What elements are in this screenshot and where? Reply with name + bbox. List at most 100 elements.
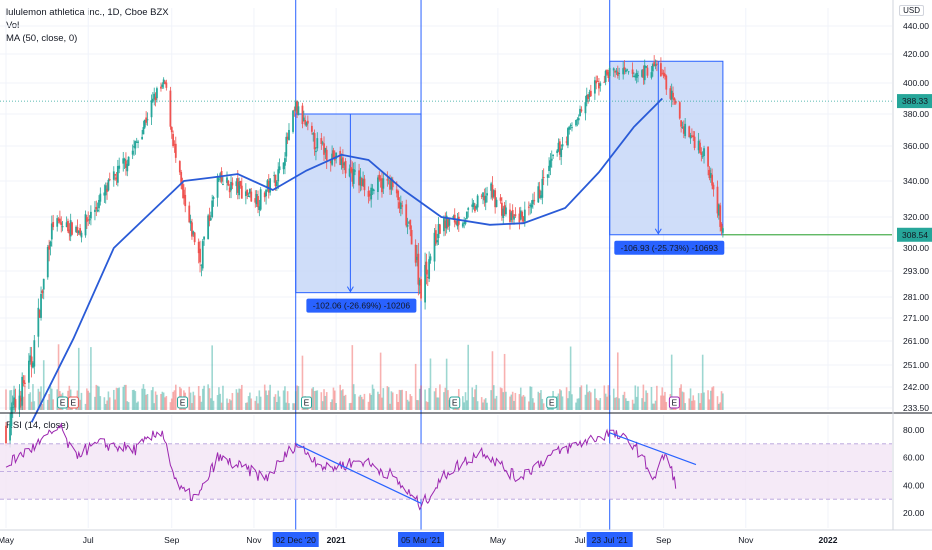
rsi-trendline[interactable] [295,443,422,504]
highlighted-date-box [272,532,319,547]
candle [653,62,656,67]
candle [709,173,712,178]
candle [108,179,111,181]
candle [296,101,298,114]
volume-bar [313,391,316,410]
volume-bar [443,392,445,410]
volume-bar [587,392,589,410]
candle [533,200,536,202]
candle [448,219,451,226]
candle [641,70,643,77]
earnings-marker[interactable] [177,396,189,409]
volume-bar [626,400,629,410]
candle [201,241,204,269]
candle [674,101,677,104]
candle [257,196,259,208]
candle [654,64,657,66]
earnings-marker[interactable] [67,396,79,409]
candle [455,221,457,225]
volume-bar [501,388,503,410]
earnings-marker[interactable] [57,396,69,409]
candle [164,81,166,84]
volume-bar [652,403,654,410]
candle [467,208,470,210]
range-label-box [306,298,417,313]
rsi-tick-label: 80.00 [903,425,925,435]
volume-bar [332,387,335,410]
candle [569,125,572,127]
volume-bar [117,388,119,410]
volume-bar [612,388,615,410]
volume-bar [420,385,422,410]
candle [464,220,467,224]
candle [211,200,214,218]
candle [235,181,238,187]
candle [425,261,428,275]
rsi-trendline[interactable] [609,432,697,466]
candle [684,123,687,137]
volume-bar [114,399,116,410]
volume-bar [615,397,618,410]
volume-bar [216,395,219,410]
rsi-line [5,422,677,511]
volume-bar [709,390,712,410]
volume-bar [258,390,261,410]
candle [499,197,502,201]
candle [208,215,211,221]
earnings-marker-label: E [304,398,310,408]
volume-bar [641,398,643,410]
candle [181,182,184,190]
candle [655,63,658,65]
volume-bar [201,388,204,410]
candle [585,94,588,103]
volume-bar [95,384,98,410]
volume-bar [123,384,126,410]
volume-bar [595,398,598,410]
volume-bar [219,393,222,410]
volume-bar [511,391,514,410]
candle [716,186,719,214]
candle [379,178,382,181]
candle [80,232,83,238]
candle [434,230,437,244]
candle [699,142,701,153]
candle [444,220,447,229]
volume-bar [528,401,530,410]
price-tick-label: 420.00 [903,49,929,59]
candle [50,223,53,240]
candle [292,110,294,132]
volume-bar [174,384,177,410]
volume-bar [231,392,234,410]
candle [550,158,553,161]
last-price-badge: 308.54 [902,230,928,240]
volume-bar [241,384,243,410]
volume-bar [588,390,591,410]
volume-bar [90,347,92,410]
candle [398,202,401,209]
earnings-marker[interactable] [546,396,558,409]
candle [472,202,475,207]
rsi-tick-label: 60.00 [903,453,925,463]
candle [182,189,185,199]
earnings-marker-label: E [549,398,555,408]
highlighted-date-label: 05 Mar '21 [401,535,441,545]
candle [323,143,325,155]
volume-bar [623,391,626,410]
earnings-marker[interactable] [449,396,461,409]
volume-bar [700,393,703,410]
currency-badge[interactable]: USD [899,5,924,16]
candle [134,141,137,149]
rsi-label: RSI (14, close) [6,420,69,431]
candle [239,180,242,187]
volume-bar [9,390,11,410]
candle [556,150,559,153]
earnings-marker[interactable] [668,396,680,409]
volume-bar [577,398,580,410]
volume-bar [164,397,166,410]
volume-bar [133,389,135,410]
earnings-marker[interactable] [301,396,313,409]
volume-bar [382,388,385,410]
price-tick-label: 300.00 [903,243,929,253]
volume-bar [509,396,511,410]
